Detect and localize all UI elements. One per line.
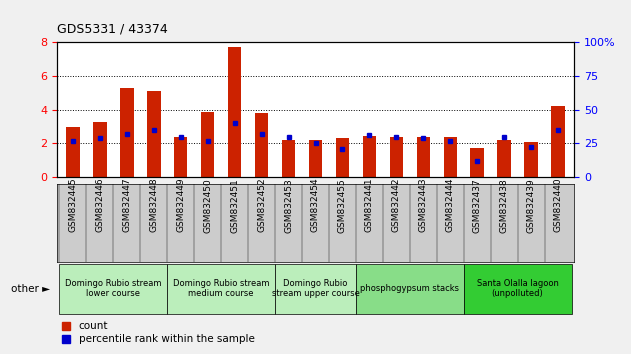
Bar (228, 47, 242, 177)
Text: other ►: other ► (11, 284, 50, 293)
Bar (551, 106, 565, 177)
Bar (471, 148, 484, 177)
FancyBboxPatch shape (167, 263, 275, 314)
Bar (66, 127, 80, 177)
FancyBboxPatch shape (464, 263, 572, 314)
FancyBboxPatch shape (59, 263, 167, 314)
Bar (416, 137, 430, 177)
Bar (93, 121, 107, 177)
Text: Domingo Rubio stream
lower course: Domingo Rubio stream lower course (65, 279, 162, 298)
Bar (363, 136, 376, 177)
Bar (444, 137, 457, 177)
Bar (120, 88, 134, 177)
Bar (147, 91, 160, 177)
Text: phosphogypsum stacks: phosphogypsum stacks (360, 284, 459, 293)
Text: Domingo Rubio
stream upper course: Domingo Rubio stream upper course (271, 279, 360, 298)
FancyBboxPatch shape (275, 263, 356, 314)
Text: Santa Olalla lagoon
(unpolluted): Santa Olalla lagoon (unpolluted) (476, 279, 558, 298)
Bar (524, 142, 538, 177)
Text: GDS5331 / 43374: GDS5331 / 43374 (57, 22, 168, 35)
FancyBboxPatch shape (356, 263, 464, 314)
Bar (497, 140, 511, 177)
Text: Domingo Rubio stream
medium course: Domingo Rubio stream medium course (173, 279, 269, 298)
Bar (389, 137, 403, 177)
Bar (282, 140, 295, 177)
Bar (174, 137, 187, 177)
Bar (336, 138, 349, 177)
Bar (309, 140, 322, 177)
Bar (255, 113, 268, 177)
Bar (201, 112, 215, 177)
Legend: count, percentile rank within the sample: count, percentile rank within the sample (62, 321, 254, 344)
